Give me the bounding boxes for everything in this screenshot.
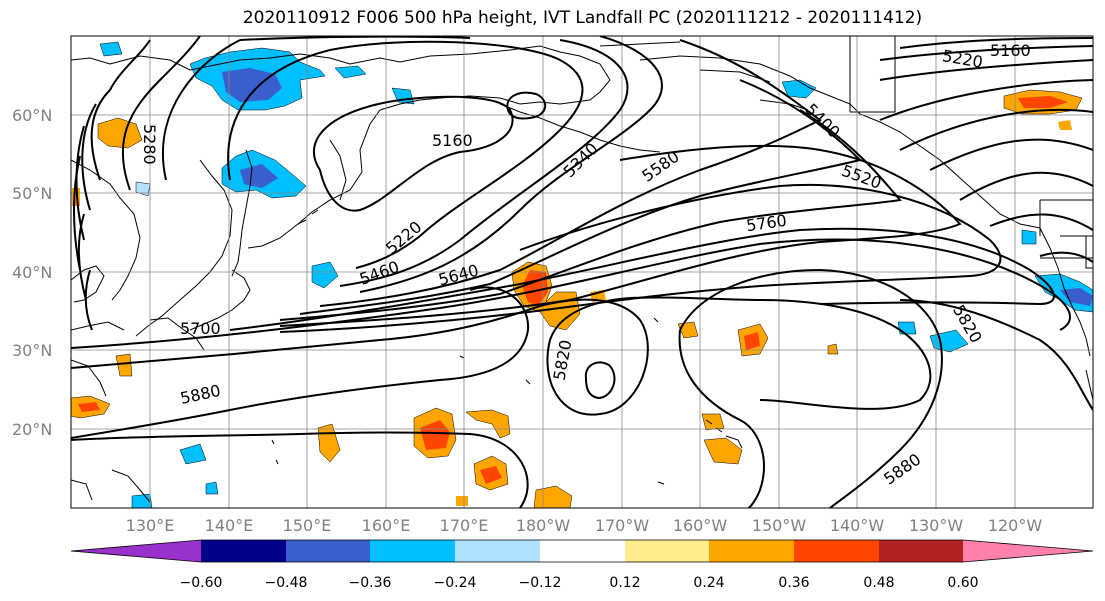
lon-label-170w: 170°W xyxy=(595,516,650,535)
contour-label-5160: 5160 xyxy=(432,131,473,150)
lon-label-140w: 140°W xyxy=(830,516,885,535)
contour-5880-east xyxy=(679,268,943,508)
contour-5160-low xyxy=(506,91,546,120)
cbar-tick-2: −0.36 xyxy=(349,575,392,591)
contour-5340 xyxy=(121,36,663,293)
contour-5460 xyxy=(81,79,862,315)
contour-5820-east xyxy=(899,299,1093,411)
latitude-labels: 60°N 50°N 40°N 30°N 20°N xyxy=(12,106,52,439)
cbar-tick-6: 0.24 xyxy=(693,575,724,591)
cbar-tick-1: −0.48 xyxy=(265,575,308,591)
contour-ne-5220 xyxy=(879,45,1093,61)
contour-5880-sw xyxy=(678,329,765,508)
lon-label-130e: 130°E xyxy=(126,516,175,535)
colorbar-segment-7 xyxy=(709,540,794,562)
lat-label-50n: 50°N xyxy=(12,184,52,203)
lon-label-170e: 170°E xyxy=(440,516,489,535)
contour-ne-5160 xyxy=(899,37,1093,49)
lon-label-150w: 150°W xyxy=(752,516,807,535)
colorbar xyxy=(70,539,1094,563)
cbar-tick-7: 0.36 xyxy=(778,575,809,591)
colorbar-segment-6 xyxy=(625,540,709,562)
contour-5880-west xyxy=(71,286,530,439)
lon-label-160w: 160°W xyxy=(673,516,728,535)
lon-label-160e: 160°E xyxy=(362,516,411,535)
lon-label-180w: 180°W xyxy=(516,516,571,535)
lat-label-30n: 30°N xyxy=(12,341,52,360)
cbar-tick-5: 0.12 xyxy=(609,575,640,591)
contour-5820-west xyxy=(71,296,932,416)
contour-5400 xyxy=(90,39,822,307)
colorbar-segment-1 xyxy=(201,540,286,562)
contour-label-5160-ne: 5160 xyxy=(990,41,1031,60)
contour-5220 xyxy=(227,40,584,269)
cbar-tick-8: 0.48 xyxy=(863,575,894,591)
map-frame xyxy=(70,35,1094,509)
cbar-tick-4: −0.12 xyxy=(519,575,562,591)
contour-ne-5460 xyxy=(929,138,1093,171)
lon-label-130w: 130°W xyxy=(909,516,964,535)
lat-label-40n: 40°N xyxy=(12,263,52,282)
contour-5160 xyxy=(313,95,514,212)
contour-5700 xyxy=(84,227,1055,331)
lat-label-60n: 60°N xyxy=(12,106,52,125)
longitude-labels: 130°E 140°E 150°E 160°E 170°E 180°W 170°… xyxy=(126,516,1043,535)
contour-5880-lower xyxy=(71,431,529,508)
contour-5640 xyxy=(77,183,1002,333)
colorbar-segment-3 xyxy=(370,540,455,562)
height-contours xyxy=(71,36,1093,508)
colorbar-segment-9 xyxy=(879,540,963,562)
lon-label-150e: 150°E xyxy=(283,516,332,535)
contour-5760 xyxy=(71,238,1071,349)
contour-ne-5400 xyxy=(899,109,1093,151)
cbar-tick-9: 0.60 xyxy=(947,575,978,591)
contour-ne-5280 xyxy=(879,59,1093,81)
contour-ne-5580 xyxy=(989,213,1093,231)
colorbar-segment-4 xyxy=(455,540,540,562)
colorbar-tick-labels: −0.60 −0.48 −0.36 −0.24 −0.12 0.12 0.24 … xyxy=(180,575,979,591)
contour-closed-high xyxy=(584,361,616,400)
contour-ne-5640 xyxy=(1039,251,1093,263)
colorbar-segment-5 xyxy=(540,540,625,562)
cbar-tick-0: −0.60 xyxy=(180,575,223,591)
colorbar-segment-8 xyxy=(794,540,879,562)
colorbar-segment-2 xyxy=(286,540,370,562)
lon-label-140e: 140°E xyxy=(205,516,254,535)
contour-ne-5340 xyxy=(879,79,1093,121)
contour-5280 xyxy=(161,36,629,287)
contour-label-5700: 5700 xyxy=(180,319,221,338)
map-title: 2020110912 F006 500 hPa height, IVT Land… xyxy=(242,8,923,28)
lon-label-120w: 120°W xyxy=(988,516,1043,535)
cbar-tick-3: −0.24 xyxy=(434,575,477,591)
colorbar-segment-10 xyxy=(963,540,1093,562)
colorbar-segment-0 xyxy=(71,540,201,562)
contour-ne-5520 xyxy=(959,171,1093,201)
lat-label-20n: 20°N xyxy=(12,420,52,439)
colorbar-outline xyxy=(70,539,1094,563)
contour-label-5280: 5280 xyxy=(140,124,159,165)
